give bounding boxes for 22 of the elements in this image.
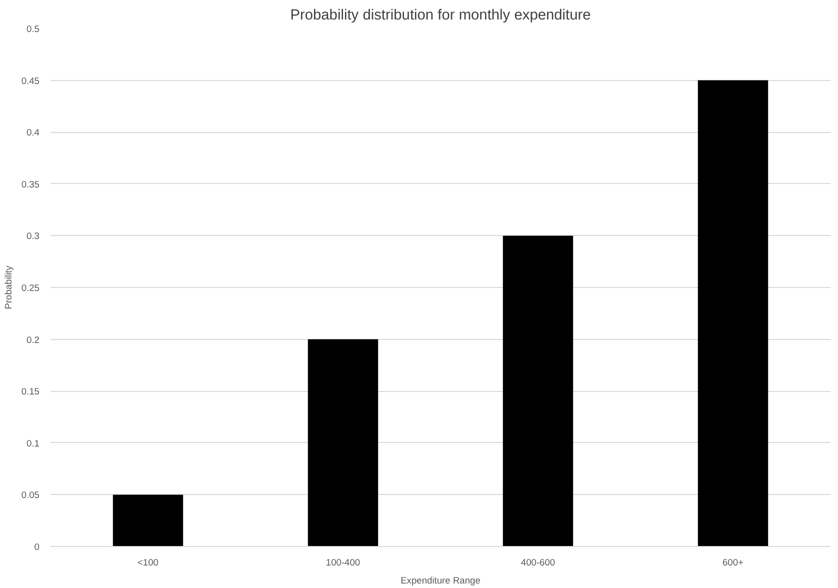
y-tick-label: 0.15 (21, 386, 40, 397)
y-tick-label: 0.2 (26, 334, 40, 345)
x-tick-label: <100 (137, 558, 159, 568)
y-tick-label: 0.05 (21, 490, 40, 500)
y-tick-label: 0.4 (26, 128, 40, 138)
bar (698, 80, 768, 546)
bar (502, 236, 574, 546)
y-tick-label: 0.35 (21, 179, 40, 190)
x-tick-label: 600+ (722, 558, 744, 568)
x-axis-title: Expenditure Range (400, 576, 480, 586)
y-tick-label: 0.45 (21, 76, 40, 86)
bar (112, 494, 184, 546)
x-tick-label: 400-600 (520, 558, 556, 568)
x-tick-label: 100-400 (326, 558, 360, 568)
y-axis-title: Probability (3, 265, 14, 310)
y-tick-label: 0.3 (26, 231, 40, 242)
y-tick-label: 0 (34, 542, 40, 552)
y-tick-label: 0.25 (21, 283, 40, 293)
bar (308, 339, 378, 546)
y-tick-label: 0.5 (26, 24, 40, 34)
chart-title: Probability distribution for monthly expenditure (290, 8, 591, 24)
y-tick-label: 0.1 (26, 438, 40, 448)
